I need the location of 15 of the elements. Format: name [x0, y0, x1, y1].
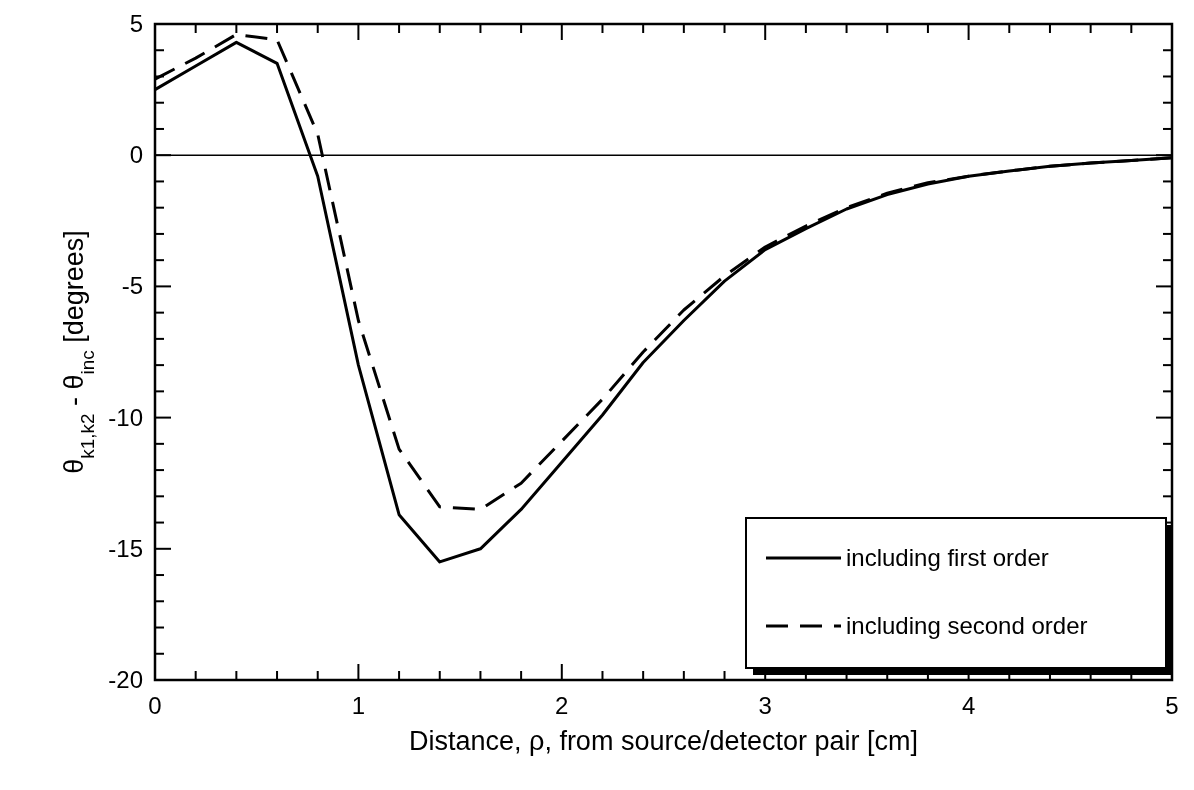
x-tick-label: 1	[351, 692, 366, 719]
y-tick-label: 0	[129, 141, 143, 169]
y-tick-label: -5	[121, 272, 143, 300]
legend-label: including first order	[846, 544, 1049, 571]
y-tick-label: -10	[108, 403, 143, 431]
x-axis-title: Distance, ρ, from source/detector pair [cm]	[408, 726, 919, 756]
y-tick-label: -15	[108, 534, 143, 562]
x-tick-label: 4	[961, 692, 976, 719]
legend-label: including second order	[846, 612, 1088, 639]
y-tick-label: -20	[108, 666, 143, 693]
y-tick-label: 5	[129, 10, 143, 37]
x-tick-label: 2	[555, 692, 569, 719]
x-tick-label: 5	[1165, 692, 1179, 719]
x-tick-label: 0	[148, 692, 162, 719]
x-tick-label: 3	[758, 692, 772, 719]
